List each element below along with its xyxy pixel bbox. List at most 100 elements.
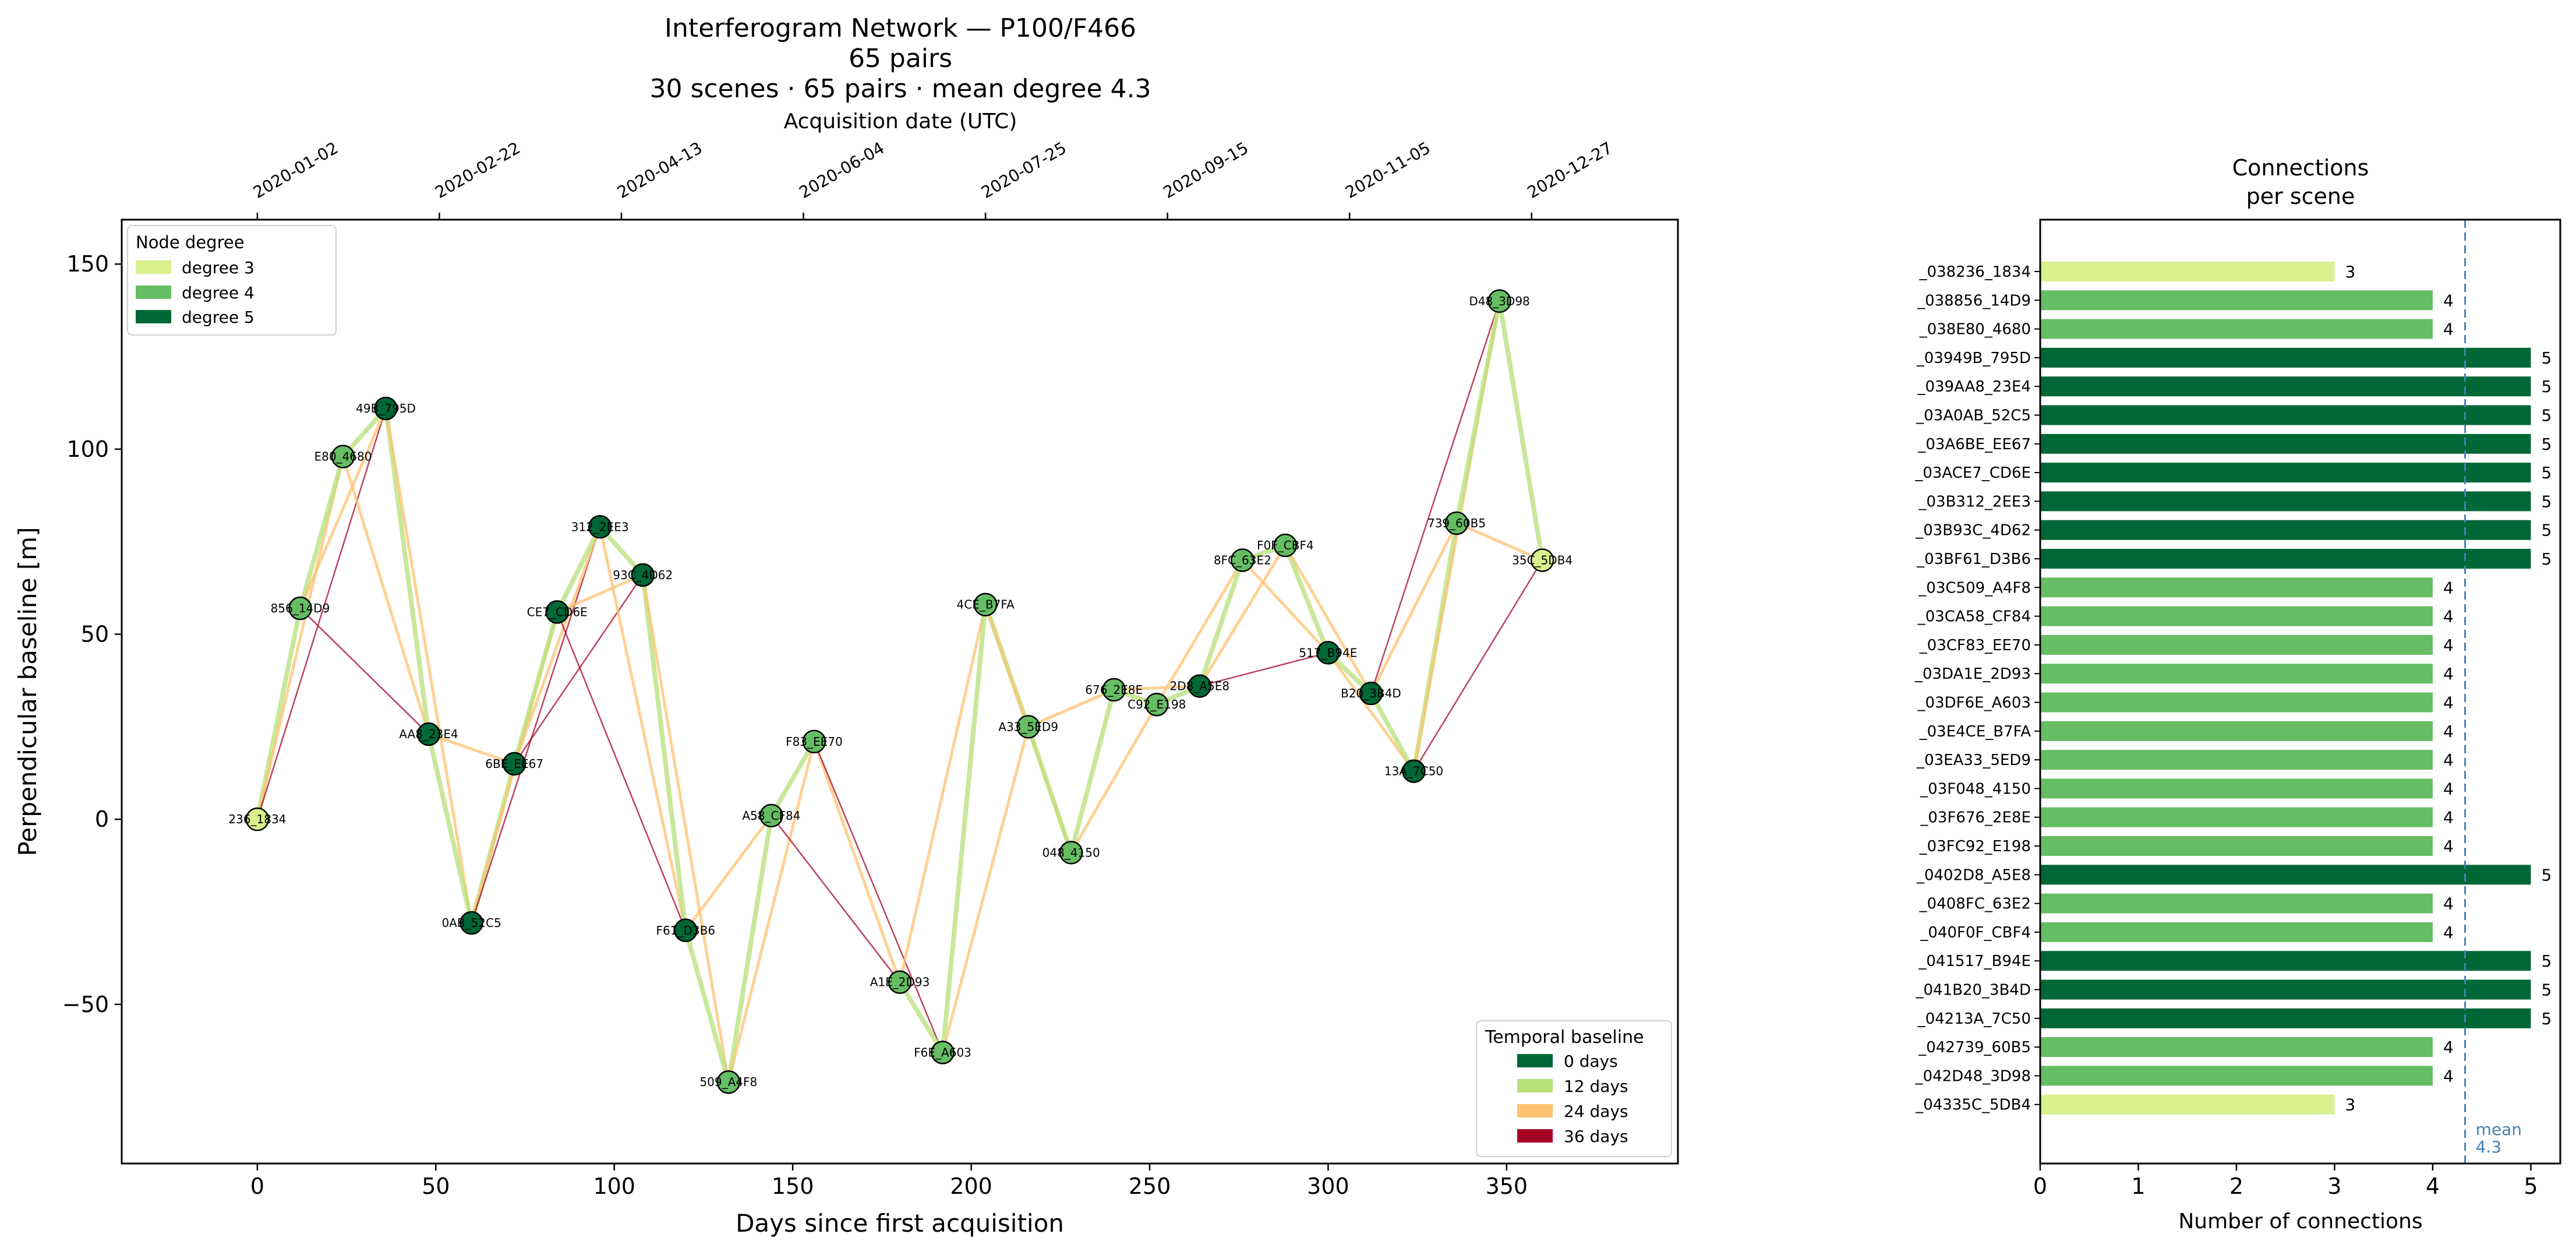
top-tick-label: 2020-07-25	[978, 138, 1069, 202]
network-node	[502, 752, 526, 776]
network-edge	[1026, 724, 1074, 855]
network-node-label: F61_D3B6	[656, 923, 716, 937]
legend-swatch-degree-4	[136, 285, 171, 299]
network-node	[1359, 681, 1383, 706]
bar	[2040, 664, 2433, 684]
network-edge	[641, 573, 730, 1084]
bar-chart-title-line-1: Connections	[2232, 155, 2369, 181]
bar-category-label: _042D48_3D98	[1915, 1067, 2031, 1085]
bar	[2040, 721, 2433, 741]
legend-swatch-36-days	[1517, 1129, 1553, 1143]
network-node-label: C92_E198	[1128, 697, 1186, 711]
bar	[2040, 262, 2335, 281]
network-edge	[1155, 558, 1244, 706]
network-node-label: 49B_795D	[356, 401, 416, 415]
bar	[2040, 577, 2433, 598]
network-edge	[940, 602, 988, 1055]
figure-title-line-3: 30 scenes · 65 pairs · mean degree 4.3	[650, 74, 1151, 104]
network-edge	[727, 740, 816, 1084]
bar-value-label: 4	[2443, 722, 2454, 741]
bar-category-label: _041517_B94E	[1918, 953, 2031, 970]
network-node-label: 312_2EE3	[571, 520, 629, 534]
legend-label-0-days: 0 days	[1564, 1052, 1618, 1071]
bar-category-label: _03949B_795D	[1916, 350, 2031, 367]
temporal-baseline-legend: Temporal baseline 0 days 12 days 24 days…	[1476, 1020, 1672, 1157]
network-node	[1273, 533, 1298, 558]
network-node	[973, 593, 998, 616]
network-edge	[298, 407, 388, 610]
network-edge	[513, 525, 602, 766]
legend-title: Node degree	[136, 232, 245, 252]
bar	[2040, 922, 2433, 942]
bar-value-label: 4	[2443, 808, 2454, 827]
bar-value-label: 4	[2443, 636, 2454, 655]
y-tick-label: 50	[81, 622, 109, 647]
bar-value-label: 5	[2541, 951, 2552, 971]
network-node-label: D48_3D98	[1469, 294, 1529, 308]
bar	[2040, 376, 2531, 397]
network-edge	[256, 407, 387, 820]
network-edge	[471, 526, 601, 924]
bar-category-label: _039AA8_23E4	[1917, 378, 2031, 396]
plot-frame	[121, 218, 1679, 1165]
network-edge	[1069, 687, 1116, 855]
y-tick-label: 150	[66, 251, 109, 277]
bar-category-label: _03E4CE_B7FA	[1919, 723, 2031, 741]
legend-box	[127, 225, 337, 336]
top-tick-label: 2020-09-15	[1160, 138, 1252, 202]
bar	[2040, 979, 2531, 1000]
top-tick-label: 2020-04-13	[614, 138, 705, 202]
network-node	[331, 445, 355, 468]
network-edge	[556, 611, 687, 932]
bar-category-label: _0402D8_A5E8	[1916, 866, 2031, 884]
top-axis-label: Acquisition date (UTC)	[784, 110, 1017, 133]
network-nodes	[245, 289, 1554, 1094]
top-axis-ticks: 2020-01-02 2020-02-22 2020-04-13 2020-06-04…	[250, 138, 1616, 220]
x-tick-label: 100	[593, 1173, 635, 1199]
bar	[2040, 491, 2531, 512]
network-edge	[1112, 684, 1202, 692]
bar	[2040, 319, 2433, 339]
network-node-label: 509_A4F8	[699, 1075, 757, 1089]
x-tick-label: 250	[1129, 1173, 1171, 1199]
network-node	[1402, 759, 1426, 783]
x-axis-label: Days since first acquisition	[736, 1209, 1064, 1238]
x-tick-label: 200	[950, 1173, 992, 1199]
network-edge	[941, 725, 1030, 1054]
bar-value-label: 4	[2443, 923, 2454, 942]
network-edge	[1370, 300, 1500, 695]
y-tick-label: 100	[66, 436, 109, 462]
network-edge	[898, 603, 987, 984]
bar-category-label: _03F048_4150	[1920, 780, 2031, 798]
network-edge	[554, 524, 603, 615]
mean-label-line-1: mean	[2476, 1120, 2522, 1139]
bar-value-label: 4	[2443, 894, 2454, 914]
figure-title-line-2: 65 pairs	[849, 44, 952, 73]
bar-category-label: _038E80_4680	[1919, 321, 2031, 339]
network-edge	[1069, 703, 1158, 854]
network-node-label: A1E_2D93	[870, 975, 930, 989]
bar	[2040, 634, 2433, 655]
bar-x-tick-label: 1	[2131, 1173, 2145, 1199]
figure-title: Interferogram Network — P100/F466 65 pai…	[650, 13, 1151, 104]
network-edge	[897, 979, 945, 1055]
network-node-label: F0F_CBF4	[1257, 538, 1314, 552]
bar	[2040, 290, 2433, 311]
bar-value-label: 5	[2541, 435, 2552, 454]
bar	[2040, 549, 2531, 569]
network-node	[802, 729, 826, 754]
bar-category-label: _03CA58_CF84	[1917, 608, 2031, 626]
bar	[2040, 1037, 2433, 1057]
network-edge	[383, 406, 432, 737]
network-node-label: 0AB_52C5	[441, 916, 501, 930]
bar	[2040, 807, 2433, 827]
network-node-label: 517_B94E	[1299, 646, 1357, 660]
bar-category-label: _03ACE7_CD6E	[1914, 464, 2031, 482]
bar-category-label: _038856_14D9	[1917, 292, 2031, 309]
bar-value-label: 5	[2541, 406, 2552, 425]
network-node-label: 4CE_B7FA	[957, 598, 1015, 612]
network-edge	[1282, 543, 1331, 655]
network-node	[931, 1041, 955, 1064]
network-node	[1316, 641, 1340, 665]
network-node	[674, 918, 698, 943]
